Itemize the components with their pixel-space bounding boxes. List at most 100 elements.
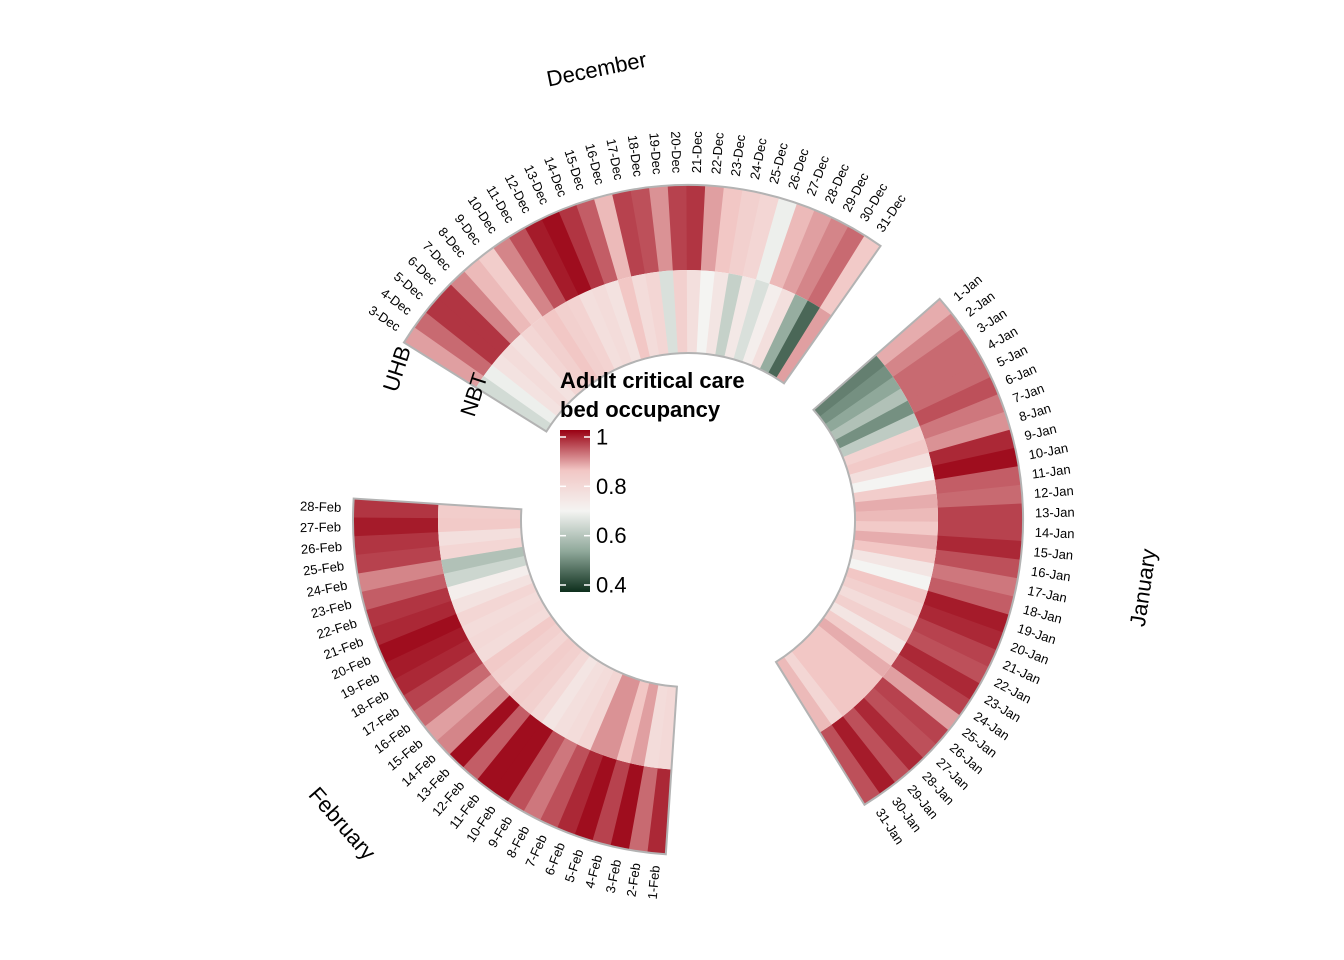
cell-nbt-25-jan <box>817 617 892 678</box>
day-label-28-feb: 28-Feb <box>300 498 342 514</box>
cell-nbt-20-feb <box>456 582 537 627</box>
cell-uhb-19-jan <box>923 590 1010 634</box>
cell-nbt-20-dec <box>672 270 688 354</box>
day-label-11-jan: 11-Jan <box>1031 462 1071 482</box>
cell-nbt-8-dec <box>520 324 584 396</box>
cell-uhb-10-feb <box>491 722 554 803</box>
day-label-20-dec: 20-Dec <box>668 131 684 174</box>
cell-uhb-23-jan <box>898 642 981 701</box>
cell-nbt-21-feb <box>451 573 534 614</box>
cell-uhb-16-feb <box>412 662 492 727</box>
cell-nbt-22-jan <box>833 593 913 643</box>
cell-uhb-3-jan <box>892 328 974 389</box>
legend-tick-label-0.6: 0.6 <box>596 523 627 548</box>
cell-uhb-23-feb <box>360 573 448 611</box>
cell-uhb-8-feb <box>522 737 578 821</box>
cell-uhb-5-feb <box>573 755 617 842</box>
cell-uhb-18-feb <box>393 638 476 696</box>
cell-uhb-8-jan <box>924 411 1011 453</box>
cell-uhb-7-jan <box>919 394 1006 440</box>
cell-nbt-30-dec <box>767 300 821 379</box>
legend-title-line-2: bed occupancy <box>560 397 721 422</box>
cell-nbt-17-feb <box>475 607 552 663</box>
day-label-26-feb: 26-Feb <box>300 539 342 557</box>
cell-uhb-20-dec <box>667 185 688 271</box>
cell-uhb-14-dec <box>558 204 605 290</box>
cell-uhb-30-jan <box>831 716 896 795</box>
cell-nbt-9-feb <box>552 660 606 738</box>
day-label-16-jan: 16-Jan <box>1030 564 1072 585</box>
cell-nbt-28-feb <box>438 503 522 519</box>
cell-uhb-15-jan <box>936 535 1023 561</box>
cell-nbt-10-jan <box>851 466 935 494</box>
cell-nbt-24-feb <box>441 546 525 574</box>
day-label-1-feb: 1-Feb <box>645 865 663 900</box>
cell-nbt-6-jan <box>838 413 920 458</box>
cell-nbt-23-jan <box>828 601 907 655</box>
cell-uhb-3-feb <box>609 763 644 850</box>
cell-uhb-12-dec <box>524 218 579 302</box>
cell-uhb-11-feb <box>476 713 542 792</box>
cell-uhb-25-dec <box>742 193 780 280</box>
legend: Adult critical care bed occupancy 1 0.8 0.… <box>560 368 745 598</box>
day-label-9-jan: 9-Jan <box>1023 421 1058 443</box>
cell-nbt-11-feb <box>530 649 591 723</box>
day-label-2-feb: 2-Feb <box>624 862 644 898</box>
cell-nbt-15-jan <box>853 530 938 551</box>
cell-uhb-7-feb <box>539 744 591 829</box>
cell-nbt-19-feb <box>461 591 542 640</box>
cell-uhb-26-jan <box>873 676 949 746</box>
day-label-14-jan: 14-Jan <box>1035 525 1075 541</box>
cell-uhb-24-jan <box>890 654 971 716</box>
cell-uhb-9-feb <box>506 730 566 812</box>
cell-uhb-13-jan <box>937 503 1024 523</box>
cell-uhb-12-jan <box>936 484 1023 509</box>
cell-nbt-4-jan <box>830 388 908 441</box>
cell-nbt-17-jan <box>850 549 935 578</box>
cell-nbt-19-jan <box>845 567 928 605</box>
cell-nbt-28-jan <box>798 638 864 708</box>
day-label-17-dec: 17-Dec <box>603 137 626 182</box>
cell-uhb-28-jan <box>853 697 924 772</box>
cell-nbt-5-dec <box>492 353 564 417</box>
cell-uhb-2-feb <box>628 765 658 853</box>
cell-uhb-17-feb <box>402 650 483 712</box>
cell-nbt-11-dec <box>554 301 607 379</box>
cell-nbt-15-feb <box>491 622 563 686</box>
cell-uhb-17-jan <box>931 563 1018 598</box>
cell-nbt-18-dec <box>645 271 669 356</box>
cell-uhb-1-feb <box>646 768 672 855</box>
cell-uhb-6-feb <box>556 749 604 836</box>
cell-uhb-21-dec <box>686 184 706 271</box>
cell-nbt-31-jan <box>775 656 832 733</box>
day-label-3-feb: 3-Feb <box>603 858 625 894</box>
cell-nbt-1-jan <box>813 354 885 418</box>
day-label-22-dec: 22-Dec <box>708 131 726 174</box>
cell-uhb-15-dec <box>576 198 619 285</box>
cell-nbt-10-dec <box>542 308 599 385</box>
month-label-january: January <box>1125 547 1161 628</box>
day-label-4-feb: 4-Feb <box>582 853 605 890</box>
cell-nbt-4-dec <box>483 364 558 424</box>
cell-uhb-16-dec <box>593 193 632 281</box>
month-label-december: December <box>544 47 648 92</box>
cell-nbt-9-jan <box>848 452 933 485</box>
cell-nbt-2-jan <box>819 365 894 425</box>
cell-nbt-12-dec <box>566 295 616 375</box>
cell-uhb-26-feb <box>353 531 440 556</box>
month-label-february: February <box>304 782 381 865</box>
sector-outline-february <box>352 497 678 856</box>
cell-uhb-6-dec <box>437 283 511 355</box>
cell-uhb-10-jan <box>932 447 1019 481</box>
cell-nbt-7-feb <box>577 669 623 751</box>
cell-nbt-3-feb <box>629 682 659 767</box>
cell-nbt-24-dec <box>715 273 743 358</box>
cell-nbt-11-jan <box>852 479 937 503</box>
cell-nbt-19-dec <box>658 270 679 355</box>
cell-nbt-3-jan <box>824 376 901 433</box>
day-label-27-feb: 27-Feb <box>300 519 341 535</box>
cell-nbt-25-feb <box>439 537 524 561</box>
legend-colorbar <box>560 430 590 592</box>
sector-outline-january <box>774 297 1024 807</box>
cell-uhb-4-dec <box>414 311 493 377</box>
